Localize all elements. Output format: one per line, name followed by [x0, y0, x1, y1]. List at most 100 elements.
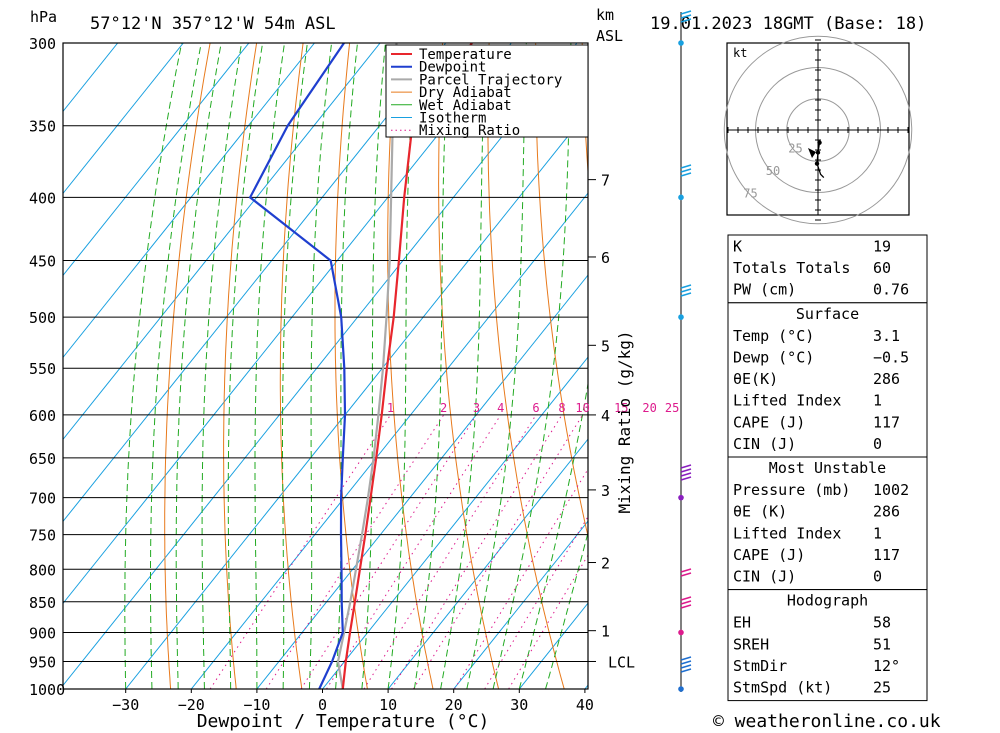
wet-adiabat-line — [413, 43, 450, 689]
height-tick-label: 3 — [601, 482, 610, 500]
mixing-ratio-line — [265, 414, 445, 689]
hodograph-ring-label: 75 — [743, 187, 757, 201]
legend-entry: Mixing Ratio — [419, 123, 520, 139]
isobar-lines — [63, 42, 588, 690]
pressure-tick-label: 700 — [29, 490, 56, 508]
mixing-ratio-label: 6 — [532, 401, 539, 415]
wet-adiabat-line — [124, 43, 183, 689]
wind-level-dot — [678, 194, 684, 201]
info-tables: K 19 Totals Totals 60 PW (cm) 0.76 Surface Temp… — [727, 234, 928, 702]
legend-entry: Temperature — [419, 47, 512, 63]
dry-adiabat-line — [223, 43, 258, 689]
wet-adiabat-line — [308, 43, 333, 689]
surface-table-row-value: 0 — [873, 435, 882, 453]
indices-table-row-label: PW (cm) — [733, 281, 796, 299]
pressure-tick-label: 900 — [29, 624, 56, 642]
wind-barb-column — [678, 10, 692, 692]
isotherm-line — [63, 43, 578, 687]
height-tick-label: 6 — [601, 249, 610, 267]
surface-table-row-label: Temp (°C) — [733, 327, 814, 345]
wind-barb — [680, 288, 692, 293]
mixing-ratio-axis-title: Mixing Ratio (g/kg) — [615, 330, 634, 513]
temperature-tick-label: 0 — [318, 696, 327, 714]
wind-barb — [680, 164, 692, 169]
wind-barb — [680, 664, 692, 669]
surface-table-row-label: Lifted Index — [733, 392, 841, 410]
legend-entry: Wet Adiabat — [419, 98, 512, 114]
surface-table-row-value: −0.5 — [873, 349, 909, 367]
km-label: km — [596, 6, 614, 24]
most-unstable-table-row-value: 117 — [873, 546, 900, 564]
temperature-tick-label: 30 — [510, 696, 528, 714]
dry-adiabat-line — [954, 43, 1000, 689]
indices-table-box — [727, 234, 928, 304]
pressure-tick-label: 400 — [29, 189, 56, 207]
wet-adiabat-line — [150, 43, 202, 689]
mixing-ratio-label: 25 — [665, 401, 679, 415]
wind-barb — [680, 172, 692, 177]
wind-level-dot — [678, 686, 684, 692]
hodograph-table-row-value: 51 — [873, 635, 891, 653]
mixing-ratio-label: 20 — [642, 401, 656, 415]
pressure-tick-label: 450 — [29, 253, 56, 271]
wet-adiabat-line — [201, 43, 243, 689]
mixing-ratio-line — [363, 414, 537, 689]
height-tick-label: 5 — [601, 337, 610, 355]
pressure-axis: 300 350 400 450 500 550 600 650 700 750 800 850 900 9… — [29, 35, 65, 699]
dry-adiabat-line — [438, 43, 500, 689]
isotherm-line — [256, 274, 588, 689]
most-unstable-table-row-label: θE (K) — [733, 503, 787, 521]
wind-barb — [680, 468, 692, 473]
pressure-tick-label: 300 — [29, 35, 56, 53]
wind-barb — [680, 604, 692, 609]
temperature-tick-label: −10 — [243, 696, 270, 714]
surface-table-row-value: 286 — [873, 370, 900, 388]
isotherm-line — [387, 438, 588, 689]
datetime-title: 19.01.2023 18GMT (Base: 18) — [650, 14, 926, 34]
wind-barb — [680, 656, 692, 661]
mixing-ratio-labels: 1 2 3 4 6 8 10 15 20 25 — [387, 401, 679, 415]
pressure-tick-label: 550 — [29, 360, 56, 378]
wet-adiabat-line — [175, 43, 222, 689]
parcel-trajectory-line — [336, 43, 398, 689]
mixing-ratio-line — [454, 468, 588, 689]
pressure-tick-label: 950 — [29, 653, 56, 671]
most-unstable-table-row-value: 1 — [873, 524, 882, 542]
profile-lines — [248, 43, 473, 689]
mixing-ratio-label: 4 — [497, 401, 504, 415]
height-tick-label: 1 — [601, 623, 610, 641]
wind-barb — [680, 464, 692, 469]
storm-motion-marker — [808, 148, 816, 158]
temperature-tick-label: 20 — [445, 696, 463, 714]
indices-table-row-value: 0.76 — [873, 281, 909, 299]
pressure-tick-label: 500 — [29, 309, 56, 327]
legend-entry: Isotherm — [419, 111, 486, 127]
surface-table-row-value: 117 — [873, 413, 900, 431]
surface-table-box — [727, 302, 928, 458]
legend-entry: Dry Adiabat — [419, 85, 512, 101]
wind-barb — [680, 18, 692, 23]
hodograph-table-box — [727, 589, 928, 702]
wind-level-dot — [678, 494, 684, 501]
location-title: 57°12'N 357°12'W 54m ASL — [90, 14, 336, 34]
isotherm-line — [63, 43, 447, 523]
hodograph-table-row-label: StmSpd (kt) — [733, 679, 832, 697]
height-tick-label: 4 — [601, 407, 610, 425]
mixing-ratio-label: 10 — [575, 401, 589, 415]
wet-adiabat-line — [492, 43, 572, 689]
temperature-axis: −30 −20 −10 0 10 20 30 40 — [112, 689, 594, 714]
most-unstable-table-row-value: 1002 — [873, 481, 909, 499]
temperature-line — [341, 43, 473, 689]
most-unstable-table-title: Most Unstable — [769, 459, 886, 477]
hodograph-point — [817, 140, 822, 145]
wind-level-dot — [678, 40, 684, 46]
mixing-ratio-line — [391, 414, 563, 689]
temperature-tick-label: −20 — [178, 696, 205, 714]
dewpoint-line — [248, 43, 347, 689]
hodograph-unit-label: kt — [733, 46, 747, 60]
hodograph-table-row-label: SREH — [733, 635, 769, 653]
hodograph-table-row-label: StmDir — [733, 657, 787, 675]
surface-table-row-value: 3.1 — [873, 327, 900, 345]
